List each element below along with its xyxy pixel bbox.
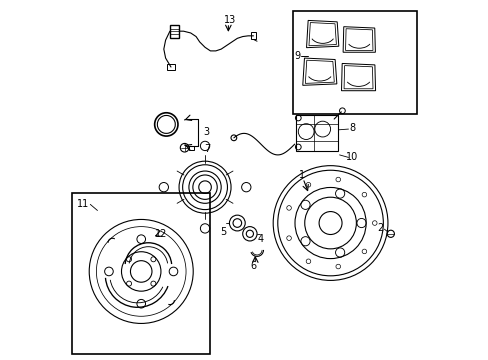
Bar bbox=[169, 25, 179, 38]
Bar bbox=[292, 12, 416, 114]
Text: 11: 11 bbox=[77, 199, 89, 210]
Bar bbox=[188, 146, 193, 149]
Text: 4: 4 bbox=[257, 234, 263, 244]
Text: 8: 8 bbox=[348, 123, 354, 133]
Text: 2: 2 bbox=[377, 224, 383, 233]
Text: 10: 10 bbox=[345, 152, 358, 162]
Text: 13: 13 bbox=[224, 15, 236, 26]
Bar bbox=[250, 32, 256, 40]
Bar bbox=[72, 193, 210, 354]
Text: 12: 12 bbox=[155, 229, 167, 239]
Text: 3: 3 bbox=[203, 127, 209, 138]
Text: 7: 7 bbox=[203, 144, 209, 154]
Text: 1: 1 bbox=[298, 170, 305, 180]
Text: 5: 5 bbox=[220, 227, 225, 237]
Bar bbox=[167, 64, 174, 70]
Text: 9: 9 bbox=[294, 51, 300, 61]
Text: 6: 6 bbox=[250, 261, 256, 271]
Bar bbox=[296, 116, 337, 151]
